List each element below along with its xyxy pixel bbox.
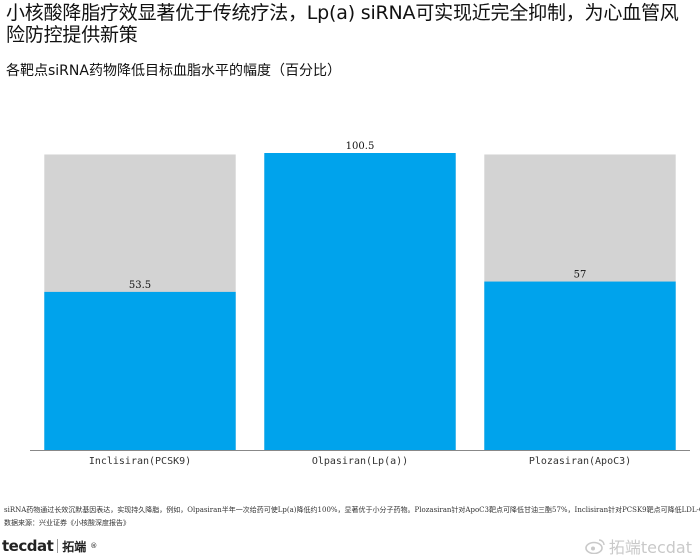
watermark-text: 拓端tecdat [608,538,692,557]
x-tick-label: Plozasiran(ApoC3) [529,456,631,467]
brand-cn-name: 拓端 [62,539,87,554]
source-note: 数据来源：兴业证券《小核酸深度报告》 [4,519,130,527]
registered-mark: ® [90,542,98,550]
brand-logo-text: tecdat [2,537,54,555]
brand-divider [57,539,59,553]
bar-chart: 53.5 Inclisiran(PCSK9) 100.5 Olpasiran(Lp(a… [30,141,690,467]
footnote: siRNA药物通过长效沉默基因表达，实现持久降脂，例如，Olpasiran半年一… [4,506,700,514]
data-label: 100.5 [346,141,375,152]
bar [264,153,456,450]
watermark: 拓端tecdat [585,534,692,558]
data-label: 53.5 [129,280,151,291]
chart-subtitle: 各靶点siRNA药物降低目标血脂水平的幅度（百分比） [6,63,341,79]
x-tick-label: Inclisiran(PCSK9) [89,456,191,467]
chart-title: 小核酸降脂疗效显著优于传统疗法，Lp(a) siRNA可实现近完全抑制，为心血管… [6,2,679,46]
brand-logo: tecdat 拓端 ® [2,536,97,556]
bar [484,281,676,450]
x-tick-label: Olpasiran(Lp(a)) [312,456,408,467]
bar [44,291,236,450]
weibo-icon [585,539,605,554]
data-label: 57 [574,270,587,281]
